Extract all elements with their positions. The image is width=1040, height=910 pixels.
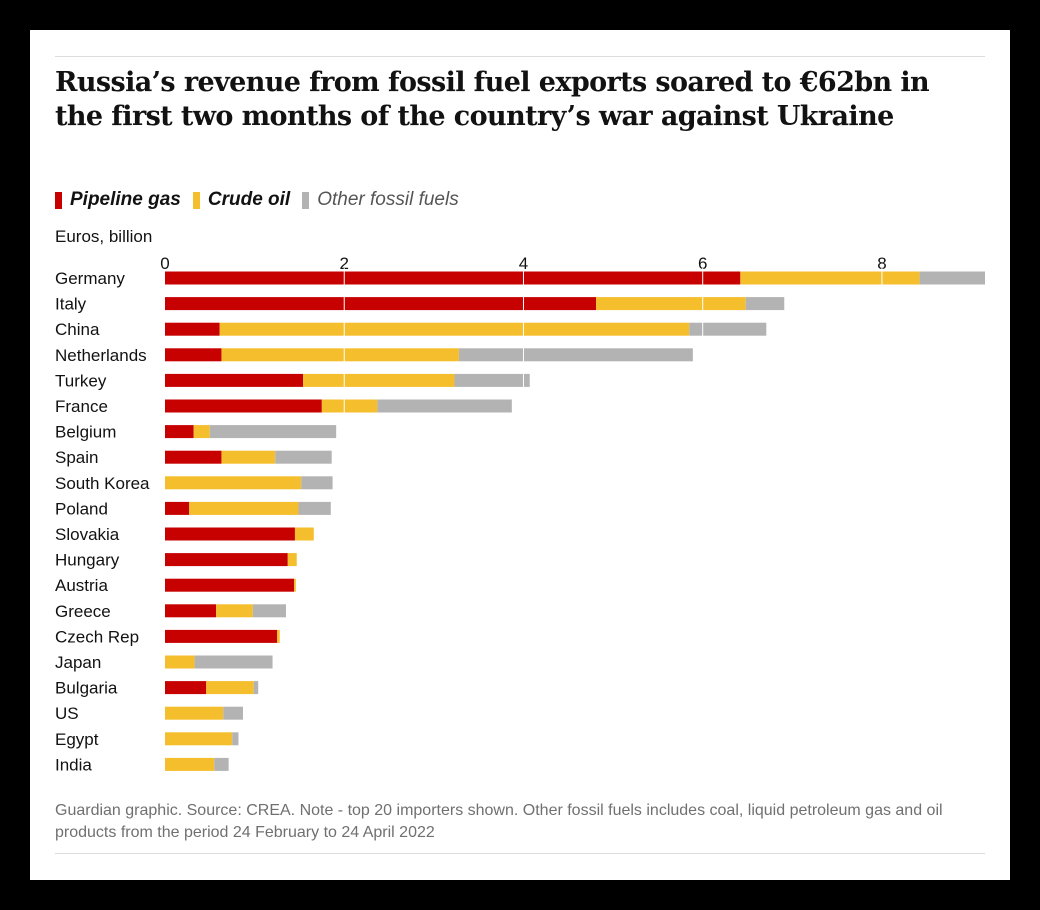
bar-egypt-crude-oil (165, 732, 233, 746)
bar-greece-pipeline-gas (165, 604, 217, 618)
bar-netherlands-other-fossil-fuels (458, 348, 693, 362)
legend-item-other-fossil-fuels: Other fossil fuels (302, 189, 459, 211)
bar-south-korea-crude-oil (165, 476, 302, 490)
bar-china-other-fossil-fuels (689, 322, 767, 336)
category-label-france: France (55, 397, 108, 416)
bar-bulgaria-other-fossil-fuels (253, 681, 259, 695)
bar-germany-other-fossil-fuels (919, 271, 985, 285)
bar-hungary-crude-oil (287, 553, 297, 567)
category-label-us: US (55, 704, 79, 723)
bar-turkey-other-fossil-fuels (454, 373, 530, 387)
bar-south-korea-other-fossil-fuels (301, 476, 333, 490)
category-label-hungary: Hungary (55, 551, 120, 570)
category-label-south-korea: South Korea (55, 474, 150, 493)
category-label-slovakia: Slovakia (55, 525, 120, 544)
x-tick-label-4: 4 (519, 254, 528, 273)
bar-poland-other-fossil-fuels (298, 501, 331, 515)
bar-spain-pipeline-gas (165, 450, 222, 464)
top-divider (55, 56, 985, 57)
bar-egypt-other-fossil-fuels (232, 732, 239, 746)
chart-title: Russia’s revenue from fossil fuel export… (55, 67, 930, 132)
category-label-belgium: Belgium (55, 423, 116, 442)
bar-greece-other-fossil-fuels (252, 604, 286, 618)
bar-belgium-pipeline-gas (165, 425, 194, 439)
footnote: Guardian graphic. Source: CREA. Note - t… (55, 802, 943, 841)
bar-germany-pipeline-gas (165, 271, 741, 285)
category-label-spain: Spain (55, 448, 98, 467)
stacked-bar-chart: 0 2 4 6 8 Germany Italy China Netherlands Turkey F… (55, 254, 985, 775)
bar-italy-other-fossil-fuels (745, 297, 785, 311)
bar-turkey-pipeline-gas (165, 373, 304, 387)
bar-china-crude-oil (219, 322, 690, 336)
category-label-netherlands: Netherlands (55, 346, 147, 365)
category-label-italy: Italy (55, 295, 87, 314)
bar-netherlands-crude-oil (221, 348, 459, 362)
category-label-egypt: Egypt (55, 730, 99, 749)
legend-label-crude-oil: Crude oil (207, 189, 291, 210)
bar-austria-crude-oil (294, 578, 296, 592)
category-label-germany: Germany (55, 269, 125, 288)
bar-czech-rep-pipeline-gas (165, 629, 278, 643)
bar-spain-crude-oil (221, 450, 276, 464)
bar-china-pipeline-gas (165, 322, 220, 336)
legend-swatch-crude-oil (192, 191, 200, 209)
bar-netherlands-pipeline-gas (165, 348, 222, 362)
bar-czech-rep-crude-oil (277, 629, 280, 643)
bar-us-other-fossil-fuels (223, 706, 243, 720)
bar-japan-other-fossil-fuels (194, 655, 273, 669)
bar-france-crude-oil (321, 399, 378, 413)
bar-turkey-crude-oil (303, 373, 455, 387)
category-label-poland: Poland (55, 499, 108, 518)
bottom-divider (55, 853, 985, 854)
bar-slovakia-pipeline-gas (165, 527, 295, 541)
bar-india-other-fossil-fuels (214, 757, 229, 771)
legend-swatch-pipeline-gas (55, 191, 62, 209)
category-label-czech-rep: Czech Rep (55, 627, 139, 646)
category-label-japan: Japan (55, 653, 101, 672)
bar-belgium-crude-oil (193, 425, 210, 439)
bar-poland-pipeline-gas (165, 501, 190, 515)
category-label-india: India (55, 755, 92, 774)
legend-label-other-fossil-fuels: Other fossil fuels (317, 189, 459, 210)
legend-swatch-other-fossil-fuels (302, 191, 310, 209)
bar-spain-other-fossil-fuels (275, 450, 332, 464)
bar-austria-pipeline-gas (165, 578, 295, 592)
bar-india-crude-oil (165, 757, 215, 771)
bar-bulgaria-pipeline-gas (165, 681, 207, 695)
x-tick-label-8: 8 (877, 254, 886, 273)
x-tick-label-2: 2 (340, 254, 349, 273)
legend-item-pipeline-gas: Pipeline gas (55, 189, 181, 211)
chart-card: Russia’s revenue from fossil fuel export… (30, 30, 1010, 880)
category-label-austria: Austria (55, 576, 108, 595)
bar-germany-crude-oil (740, 271, 920, 285)
category-label-greece: Greece (55, 602, 111, 621)
x-tick-label-0: 0 (160, 254, 169, 273)
bar-japan-crude-oil (165, 655, 195, 669)
legend: Pipeline gas Crude oil Other fossil fuel… (55, 188, 471, 212)
x-tick-label-6: 6 (698, 254, 707, 273)
bar-poland-crude-oil (189, 501, 299, 515)
category-label-turkey: Turkey (55, 371, 107, 390)
category-label-china: China (55, 320, 100, 339)
category-label-bulgaria: Bulgaria (55, 679, 118, 698)
bar-italy-crude-oil (596, 297, 746, 311)
bar-italy-pipeline-gas (165, 297, 597, 311)
axis-unit-label: Euros, billion (55, 227, 153, 246)
bar-slovakia-crude-oil (294, 527, 314, 541)
legend-item-crude-oil: Crude oil (192, 189, 291, 211)
bar-hungary-pipeline-gas (165, 553, 288, 567)
bar-us-crude-oil (165, 706, 224, 720)
bar-greece-crude-oil (216, 604, 253, 618)
legend-label-pipeline-gas: Pipeline gas (70, 189, 181, 210)
bar-france-other-fossil-fuels (377, 399, 512, 413)
bar-bulgaria-crude-oil (206, 681, 254, 695)
bar-belgium-other-fossil-fuels (209, 425, 337, 439)
bar-france-pipeline-gas (165, 399, 322, 413)
